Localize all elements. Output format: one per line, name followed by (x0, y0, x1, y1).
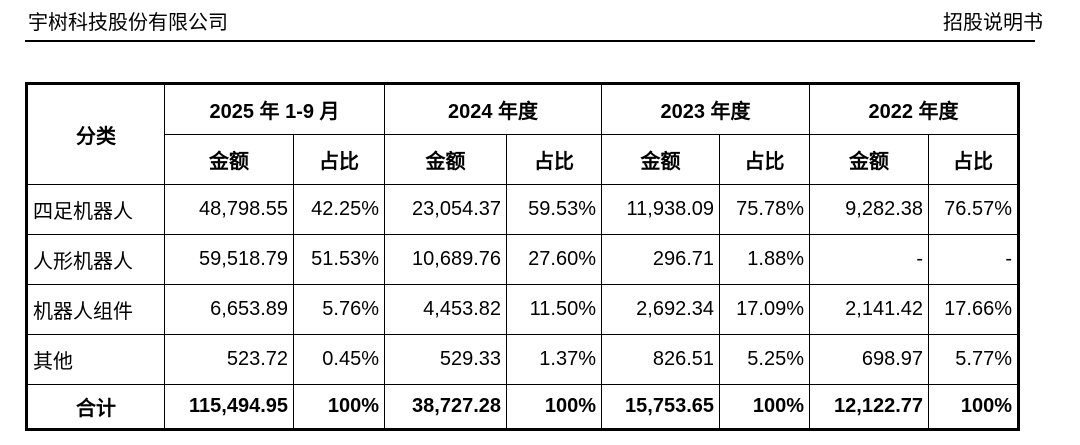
cell-amount-2025: 523.72 (164, 334, 294, 385)
cell-ratio-2023: 1.88% (719, 234, 811, 285)
row-label: 合计 (26, 384, 165, 430)
col-header-period-2025: 2025 年 1-9 月 (163, 83, 386, 135)
cell-amount-2024: 38,727.28 (384, 384, 508, 430)
cell-ratio-2023: 17.09% (719, 284, 811, 335)
col-header-amount-2024: 金额 (384, 134, 508, 185)
cell-ratio-2025: 100% (292, 384, 386, 430)
cell-ratio-2024: 27.60% (506, 234, 603, 285)
cell-ratio-2025: 5.76% (292, 284, 386, 335)
cell-amount-2023: 15,753.65 (601, 384, 721, 430)
cell-amount-2024: 10,689.76 (384, 234, 508, 285)
col-header-ratio-2024: 占比 (506, 134, 603, 185)
col-header-ratio-2025: 占比 (292, 134, 386, 185)
row-total: 合计 115,494.95 100% 38,727.28 100% 15,753… (26, 384, 1020, 430)
cell-amount-2024: 4,453.82 (384, 284, 508, 335)
cell-amount-2025: 48,798.55 (164, 184, 294, 235)
cell-amount-2022: 12,122.77 (809, 384, 930, 430)
cell-ratio-2025: 51.53% (292, 234, 386, 285)
page-header: 宇树科技股份有限公司 招股说明书 (28, 10, 1043, 36)
cell-ratio-2025: 0.45% (292, 334, 386, 385)
cell-amount-2025: 6,653.89 (164, 284, 294, 335)
cell-ratio-2024: 11.50% (506, 284, 603, 335)
row-label: 人形机器人 (26, 234, 165, 285)
cell-ratio-2023: 5.25% (719, 334, 811, 385)
col-header-category: 分类 (26, 83, 165, 185)
col-header-period-2022: 2022 年度 (809, 83, 1020, 135)
cell-amount-2024: 23,054.37 (384, 184, 508, 235)
revenue-breakdown-table: 分类 2025 年 1-9 月 2024 年度 2023 年度 2022 年度 … (25, 82, 1021, 431)
row-label: 四足机器人 (26, 184, 165, 235)
cell-amount-2023: 2,692.34 (601, 284, 721, 335)
col-header-ratio-2023: 占比 (719, 134, 811, 185)
cell-amount-2025: 115,494.95 (164, 384, 294, 430)
header-row-periods: 分类 2025 年 1-9 月 2024 年度 2023 年度 2022 年度 (26, 83, 1020, 185)
cell-ratio-2022: 5.77% (928, 334, 1020, 385)
cell-amount-2022: - (809, 234, 930, 285)
cell-ratio-2022: - (928, 234, 1020, 285)
cell-ratio-2024: 59.53% (506, 184, 603, 235)
header-row-metrics: 金额 占比 金额 占比 金额 占比 金额 占比 (27, 134, 1020, 185)
row-label: 其他 (26, 334, 165, 385)
col-header-amount-2022: 金额 (809, 134, 930, 185)
cell-ratio-2025: 42.25% (292, 184, 386, 235)
cell-ratio-2022: 76.57% (928, 184, 1020, 235)
cell-amount-2025: 59,518.79 (164, 234, 294, 285)
cell-ratio-2023: 75.78% (719, 184, 811, 235)
cell-amount-2024: 529.33 (384, 334, 508, 385)
col-header-period-2024: 2024 年度 (384, 83, 603, 135)
cell-ratio-2022: 100% (928, 384, 1020, 430)
header-divider (25, 40, 1035, 42)
col-header-amount-2023: 金额 (601, 134, 721, 185)
doc-title: 招股说明书 (943, 12, 1043, 34)
row-quadruped-robots: 四足机器人 48,798.55 42.25% 23,054.37 59.53% … (26, 184, 1020, 235)
col-header-ratio-2022: 占比 (928, 134, 1020, 185)
row-label: 机器人组件 (26, 284, 165, 335)
col-header-amount-2025: 金额 (164, 134, 294, 185)
cell-ratio-2024: 100% (506, 384, 603, 430)
cell-amount-2023: 296.71 (601, 234, 721, 285)
company-name: 宇树科技股份有限公司 (28, 12, 228, 34)
row-others: 其他 523.72 0.45% 529.33 1.37% 826.51 5.25… (26, 334, 1020, 385)
cell-ratio-2022: 17.66% (928, 284, 1020, 335)
cell-ratio-2023: 100% (719, 384, 811, 430)
cell-amount-2022: 2,141.42 (809, 284, 930, 335)
cell-amount-2022: 9,282.38 (809, 184, 930, 235)
cell-ratio-2024: 1.37% (506, 334, 603, 385)
cell-amount-2022: 698.97 (809, 334, 930, 385)
cell-amount-2023: 11,938.09 (601, 184, 721, 235)
row-robot-components: 机器人组件 6,653.89 5.76% 4,453.82 11.50% 2,6… (26, 284, 1020, 335)
row-humanoid-robots: 人形机器人 59,518.79 51.53% 10,689.76 27.60% … (26, 234, 1020, 285)
col-header-period-2023: 2023 年度 (601, 83, 811, 135)
cell-amount-2023: 826.51 (601, 334, 721, 385)
